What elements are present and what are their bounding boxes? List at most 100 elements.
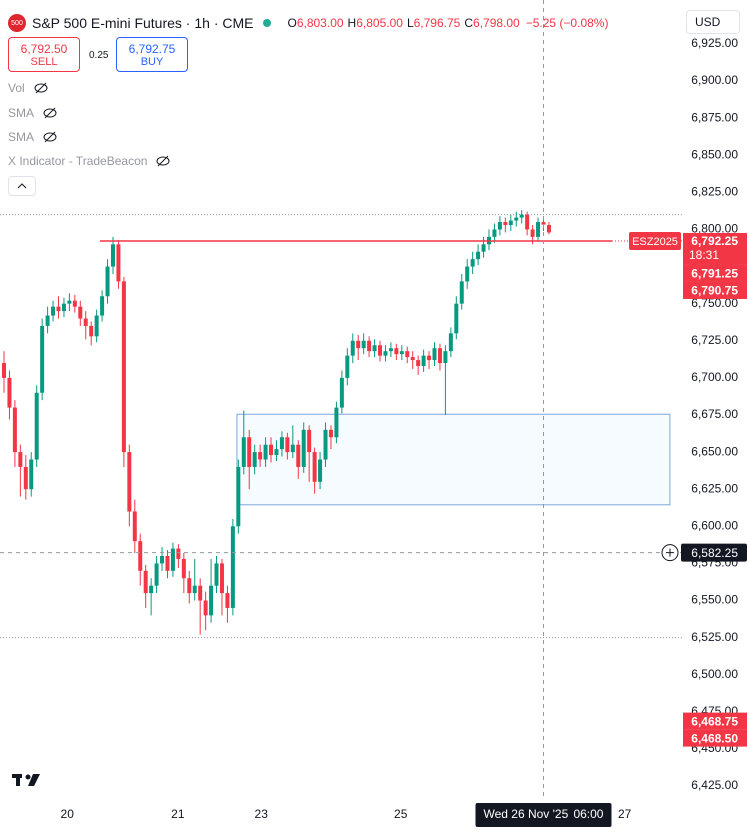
- candle-body: [225, 593, 230, 608]
- candle-body: [394, 348, 399, 355]
- candle-body: [427, 355, 432, 361]
- candle-body: [383, 351, 388, 356]
- candle-body: [230, 526, 235, 608]
- candle-body: [421, 355, 426, 367]
- candle-body: [181, 558, 186, 579]
- candle-body: [541, 222, 546, 225]
- candle-body: [45, 315, 50, 326]
- candle-body: [263, 444, 268, 460]
- price-label-box: [683, 712, 747, 730]
- candle-body: [339, 377, 344, 408]
- candle-body: [154, 563, 159, 586]
- indicator[interactable]: SMA: [8, 130, 58, 144]
- y-tick-label: 6,600.00: [691, 518, 738, 532]
- candle-body: [252, 452, 257, 467]
- candle-body: [258, 452, 263, 460]
- plot-area: [0, 0, 683, 800]
- hidden-icon[interactable]: [33, 81, 49, 95]
- candle-body: [89, 325, 94, 337]
- candle-body: [525, 214, 530, 230]
- price-label-box: [683, 264, 747, 282]
- sell-label: SELL: [30, 55, 58, 68]
- y-tick-label: 6,500.00: [691, 667, 738, 681]
- candle-body: [116, 244, 121, 282]
- countdown-label: 18:31: [689, 248, 719, 262]
- candle-body: [203, 600, 208, 616]
- candle-body: [367, 340, 372, 352]
- candle-body: [78, 306, 83, 319]
- last-price-label: 6,792.25: [691, 234, 738, 248]
- buy-button[interactable]: 6,792.75 BUY: [116, 37, 188, 72]
- candle-body: [187, 578, 192, 594]
- candle-body: [23, 466, 28, 490]
- candle-body: [476, 251, 481, 260]
- candle-body: [508, 220, 513, 226]
- candle-body: [350, 340, 355, 356]
- spread: 0.25: [89, 50, 109, 61]
- candle-body: [285, 437, 290, 453]
- candle-body: [192, 585, 197, 594]
- candle-body: [138, 541, 143, 571]
- candle-body: [530, 229, 535, 237]
- hidden-icon[interactable]: [42, 130, 58, 144]
- chevron-icon: [17, 183, 27, 189]
- last-price-box: [683, 232, 747, 265]
- candle-body: [481, 244, 486, 252]
- symbol-badge: 500: [8, 14, 26, 32]
- candle-body: [323, 429, 328, 460]
- y-tick-label: 6,425.00: [691, 778, 738, 792]
- candle-body: [61, 303, 66, 312]
- y-tick-label: 6,900.00: [691, 73, 738, 87]
- symbol-tag: [629, 231, 681, 250]
- candle-body: [269, 444, 274, 456]
- candle-body: [143, 570, 148, 594]
- indicator[interactable]: X Indicator - TradeBeacon: [8, 154, 171, 168]
- candle-body: [301, 429, 306, 467]
- indicator[interactable]: SMA: [8, 106, 58, 120]
- crosshair-price-box: [681, 543, 747, 562]
- candle-body: [405, 351, 410, 358]
- y-tick-label: 6,925.00: [691, 36, 738, 50]
- candle-body: [83, 318, 88, 326]
- indicator[interactable]: Vol: [8, 81, 49, 95]
- candle-body: [459, 281, 464, 304]
- ohlc-key: C: [464, 16, 474, 30]
- buy-label: BUY: [140, 55, 164, 68]
- price-label: 6,468.75: [691, 714, 738, 728]
- y-tick-label: 6,750.00: [691, 296, 738, 310]
- symbol-title[interactable]: S&P 500 E-mini Futures · 1h · CME: [32, 15, 254, 31]
- price-label-box: [683, 729, 747, 747]
- candle-body: [18, 452, 23, 467]
- candle-body: [274, 449, 279, 456]
- currency-button[interactable]: USD: [686, 10, 740, 34]
- hidden-icon[interactable]: [42, 106, 58, 120]
- symbol-tag-label: ESZ2025: [632, 236, 678, 248]
- candle-body: [121, 281, 126, 453]
- candle-body: [110, 244, 115, 267]
- candle-body: [503, 222, 508, 226]
- crosshair-time-box: [475, 803, 612, 827]
- candle-body: [241, 437, 246, 467]
- candle-body: [149, 585, 154, 594]
- logo: [12, 774, 40, 786]
- candle-body: [454, 303, 459, 334]
- candle-body: [378, 345, 383, 356]
- ohlc-value: 6,805.00: [356, 16, 403, 30]
- change: −5.25 (−0.08%): [525, 16, 609, 30]
- y-tick-label: 6,525.00: [691, 630, 738, 644]
- candle-body: [334, 407, 339, 438]
- candle-body: [432, 348, 437, 361]
- candle-body: [127, 452, 132, 512]
- candle-body: [94, 315, 99, 337]
- candle-body: [492, 229, 497, 237]
- candle-body: [361, 340, 366, 349]
- hidden-icon[interactable]: [155, 154, 171, 168]
- x-tick-label: 23: [255, 807, 269, 821]
- candle-body: [100, 296, 105, 316]
- y-tick-label: 6,550.00: [691, 593, 738, 607]
- collapse-button[interactable]: [8, 176, 36, 196]
- x-tick-label: 27: [618, 807, 632, 821]
- sell-button[interactable]: 6,792.50 SELL: [8, 37, 80, 72]
